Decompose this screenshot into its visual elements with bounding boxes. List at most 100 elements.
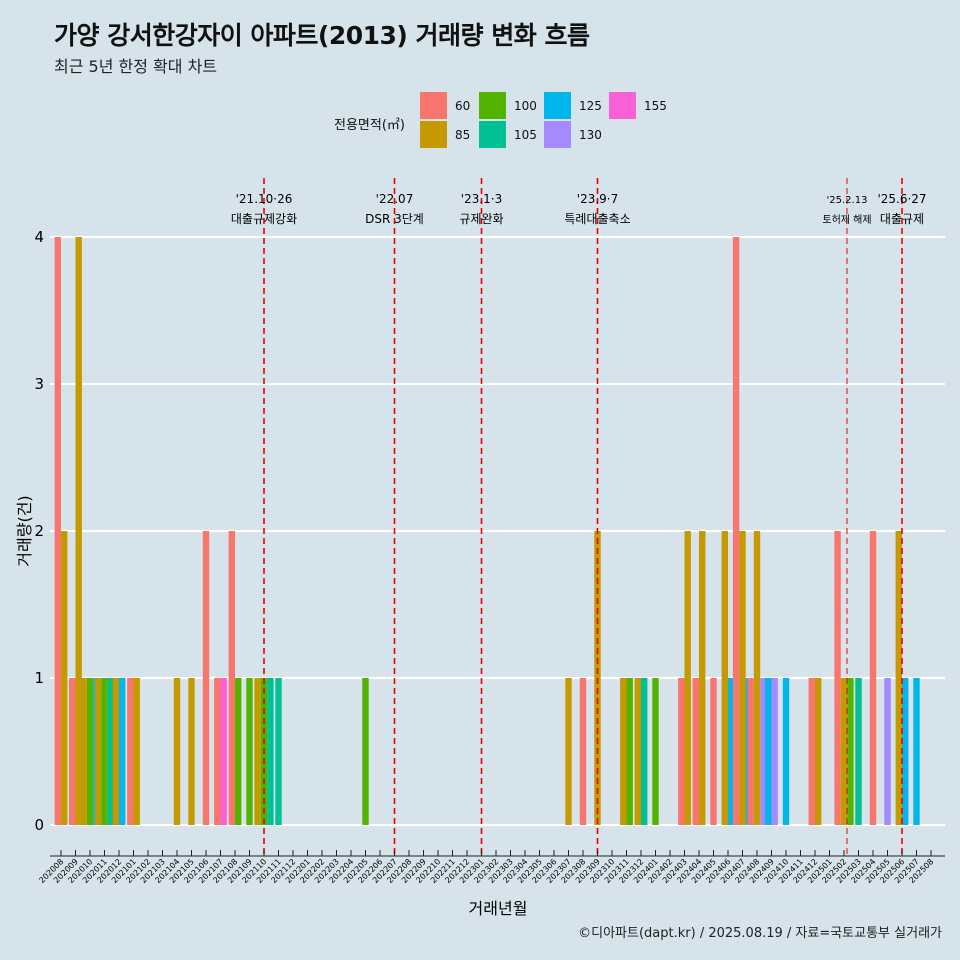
bar-202502-85 [840, 678, 848, 825]
event-markers: '21.10·26 대출규제강화 '22.07 DSR 3단계 '23.1·3 규제완화 '… [231, 178, 927, 856]
bar-202311-100 [626, 678, 633, 825]
bar-202409-125 [765, 678, 772, 825]
chart-subtitle: 최근 5년 한정 확대 차트 [54, 57, 218, 76]
y-tick-label: 2 [34, 522, 44, 540]
bar-202506-125 [902, 678, 909, 825]
event-date-label: '25.2.13 [827, 195, 868, 206]
bar-202105-85 [188, 678, 195, 825]
bar-202406-85 [721, 531, 728, 825]
event-name-label: 특례대출축소 [564, 212, 630, 226]
bar-202110-105 [267, 678, 274, 825]
bar-202011-100 [101, 678, 108, 825]
bar-202504-60 [869, 531, 877, 825]
bar-202110-85 [254, 678, 261, 825]
event-date-label: '25.6·27 [877, 192, 926, 206]
event-date-label: '21.10·26 [236, 192, 293, 206]
bar-202312-85 [634, 678, 641, 825]
bar-202407-85 [739, 531, 746, 825]
caption: ©디아파트(dapt.kr) / 2025.08.19 / 자료=국토교통부 실… [578, 926, 942, 941]
legend-swatch-155 [609, 92, 636, 119]
event-date-label: '22.07 [376, 192, 414, 206]
bar-202410-125 [782, 678, 790, 825]
bar-202108-100 [235, 678, 242, 825]
bar-202101-85 [133, 678, 140, 825]
event-name-label: 대출규제강화 [231, 212, 297, 226]
grid-lines [50, 235, 945, 827]
bar-202401-100 [652, 678, 659, 825]
y-axis-title: 거래량(건) [15, 495, 34, 566]
legend-label-125: 125 [579, 99, 602, 113]
bar-202408-60 [747, 678, 754, 825]
bar-202009-85 [75, 237, 82, 825]
legend-swatch-130 [544, 121, 571, 148]
bar-202307-85 [565, 678, 572, 825]
axes: 0123420200820200920201020201120201220210… [34, 228, 945, 885]
bar-202011-105 [107, 678, 115, 825]
legend-swatch-85 [420, 121, 447, 148]
event-date-label: '23.1·3 [461, 192, 502, 206]
bar-202008-85 [61, 531, 68, 825]
event-name-label: 토허제 해제 [822, 213, 871, 226]
bar-202109-100 [246, 678, 253, 825]
bar-202101-60 [127, 678, 134, 825]
event-name-label: 규제완화 [459, 212, 503, 226]
bar-202011-85 [94, 678, 102, 825]
legend-swatch-105 [479, 121, 506, 148]
bar-202502-100 [847, 678, 854, 825]
bar-202404-60 [692, 678, 699, 825]
bar-202412-85 [815, 678, 822, 825]
bar-202205-100 [362, 678, 369, 825]
y-tick-label: 0 [34, 816, 44, 834]
bar-202403-60 [678, 678, 685, 825]
bar-202412-60 [808, 678, 815, 825]
bar-202012-125 [119, 678, 126, 825]
bar-202012-85 [112, 678, 119, 825]
bar-202408-85 [753, 531, 761, 825]
bar-202106-60 [202, 531, 210, 825]
legend-label-100: 100 [514, 99, 537, 113]
event-name-label: 대출규제 [880, 212, 924, 226]
bar-202104-85 [173, 678, 181, 825]
bar-202107-155 [220, 678, 227, 825]
chart-title: 가양 강서한강자이 아파트(2013) 거래량 변화 흐름 [54, 21, 590, 50]
bar-202506-85 [895, 531, 902, 825]
bar-202009-60 [69, 678, 76, 825]
x-axis-title: 거래년월 [469, 899, 528, 918]
legend-swatch-100 [479, 92, 506, 119]
y-tick-label: 4 [34, 228, 44, 246]
bar-202505-130 [884, 678, 891, 825]
y-tick-label: 1 [34, 669, 44, 687]
event-date-label: '23.9·7 [577, 192, 618, 206]
bar-202010-100 [86, 678, 94, 825]
bar-202409-130 [771, 678, 778, 825]
bar-202107-60 [214, 678, 221, 825]
bar-202403-85 [684, 531, 691, 825]
legend-label-85: 85 [455, 128, 471, 142]
bar-marks [54, 237, 920, 825]
bar-202503-105 [855, 678, 862, 825]
bar-202308-60 [579, 678, 587, 825]
bar-202404-85 [699, 531, 706, 825]
legend-label-60: 60 [455, 99, 471, 113]
bar-202312-105 [641, 678, 648, 825]
legend-label-130: 130 [579, 128, 602, 142]
bar-202502-60 [834, 531, 841, 825]
bar-202010-85 [80, 678, 87, 825]
bar-202405-60 [710, 678, 717, 825]
legend-title: 전용면적(㎡) [334, 118, 405, 133]
bar-202008-60 [54, 237, 61, 825]
legend-swatch-125 [544, 92, 571, 119]
y-tick-label: 3 [34, 375, 44, 393]
event-name-label: DSR 3단계 [365, 212, 424, 226]
legend-label-105: 105 [514, 128, 537, 142]
legend-swatch-60 [420, 92, 447, 119]
bar-202108-60 [228, 531, 235, 825]
bar-202406-125 [728, 678, 735, 825]
bar-202311-85 [620, 678, 627, 825]
bar-202507-125 [913, 678, 920, 825]
bar-202408-130 [760, 678, 767, 825]
legend-label-155: 155 [644, 99, 667, 113]
bar-202407-60 [732, 237, 740, 825]
bar-202111-105 [275, 678, 282, 825]
